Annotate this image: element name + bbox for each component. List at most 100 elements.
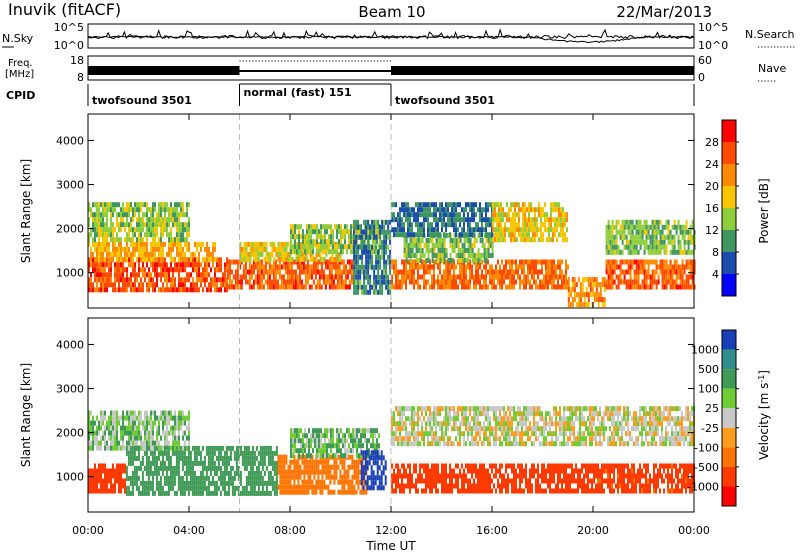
velocity-cell <box>181 465 184 471</box>
power-cell <box>375 254 378 260</box>
velocity-cell <box>120 488 122 494</box>
power-cell <box>367 249 370 255</box>
power-cell <box>544 202 546 208</box>
velocity-cell <box>263 450 266 456</box>
power-cell <box>134 227 136 233</box>
power-cell <box>300 259 303 265</box>
velocity-cell <box>174 415 176 421</box>
velocity-cell <box>247 445 250 451</box>
power-cell <box>613 234 616 240</box>
power-cell <box>332 259 335 265</box>
power-cell <box>128 232 130 238</box>
power-cell <box>537 284 539 290</box>
velocity-cell <box>255 455 258 461</box>
velocity-cell <box>285 484 288 490</box>
velocity-cell <box>267 445 270 451</box>
power-cell <box>494 227 496 233</box>
power-cell <box>567 292 570 298</box>
velocity-cell <box>193 450 196 456</box>
power-cell <box>513 284 515 290</box>
power-cell <box>283 251 286 257</box>
power-cell <box>552 202 554 208</box>
velocity-cell <box>287 464 290 470</box>
velocity-cell <box>106 468 108 474</box>
power-cell <box>202 256 204 262</box>
velocity-cell <box>178 415 180 421</box>
power-cell <box>194 287 196 293</box>
power-cell <box>346 284 349 290</box>
velocity-cell <box>326 428 328 434</box>
velocity-cell <box>157 485 160 491</box>
power-cell <box>90 282 92 288</box>
velocity-cell <box>146 435 148 441</box>
velocity-cell <box>98 463 100 469</box>
velocity-cell <box>243 455 246 461</box>
power-cell <box>322 259 325 265</box>
velocity-cell <box>124 445 126 451</box>
power-cell <box>421 274 423 280</box>
power-cell <box>403 202 405 208</box>
power-cell <box>172 222 174 228</box>
power-cell <box>363 234 366 240</box>
power-cell <box>516 237 518 243</box>
power-cell <box>330 239 332 245</box>
power-cell <box>494 212 496 218</box>
velocity-cell <box>171 475 174 481</box>
power-cell <box>525 259 527 265</box>
velocity-cell <box>328 443 330 449</box>
power-cell <box>166 287 168 293</box>
velocity-cell <box>213 490 216 496</box>
power-cell <box>335 256 338 262</box>
power-cell <box>144 202 146 208</box>
power-cell <box>675 249 678 255</box>
power-cell <box>465 279 467 285</box>
power-cell <box>517 269 519 275</box>
power-cell <box>96 272 98 278</box>
power-cell <box>560 222 562 228</box>
power-cell <box>635 234 638 240</box>
power-cell <box>126 217 128 223</box>
power-cell <box>627 249 630 255</box>
power-cell <box>401 274 403 280</box>
power-cell <box>166 227 168 233</box>
power-cell <box>564 232 566 238</box>
velocity-cell <box>154 415 156 421</box>
power-cell <box>156 222 158 228</box>
power-cell <box>403 222 405 228</box>
power-cell <box>120 256 122 262</box>
power-cell <box>661 229 664 235</box>
power-cell <box>681 249 684 255</box>
power-cell <box>457 274 459 280</box>
power-cell <box>435 243 438 248</box>
velocity-cell <box>265 485 268 491</box>
beam-title: Beam 10 <box>358 3 425 21</box>
velocity-cell <box>297 479 300 485</box>
power-cell <box>172 272 174 278</box>
power-cell <box>255 251 258 257</box>
power-cell <box>140 222 142 228</box>
power-cell <box>288 284 291 290</box>
velocity-cell <box>267 470 270 476</box>
power-cell <box>116 287 118 293</box>
power-cell <box>381 249 384 255</box>
velocity-cell <box>171 450 174 456</box>
velocity-cell <box>243 490 246 496</box>
velocity-cell <box>299 464 302 470</box>
power-cell <box>164 202 166 208</box>
power-cell <box>492 212 494 218</box>
power-cell <box>144 232 146 238</box>
velocity-cell <box>251 455 254 461</box>
power-cell <box>467 258 470 263</box>
power-cell <box>112 222 114 228</box>
power-cell <box>102 277 104 283</box>
power-cell <box>98 256 100 262</box>
power-cell <box>525 279 527 285</box>
power-cell <box>363 284 366 290</box>
power-cell <box>401 232 403 238</box>
power-cell <box>241 256 244 262</box>
power-cell <box>514 202 516 208</box>
power-cell <box>146 282 148 288</box>
power-cell <box>409 227 411 233</box>
velocity-cell <box>223 450 226 456</box>
power-cell <box>387 274 390 280</box>
